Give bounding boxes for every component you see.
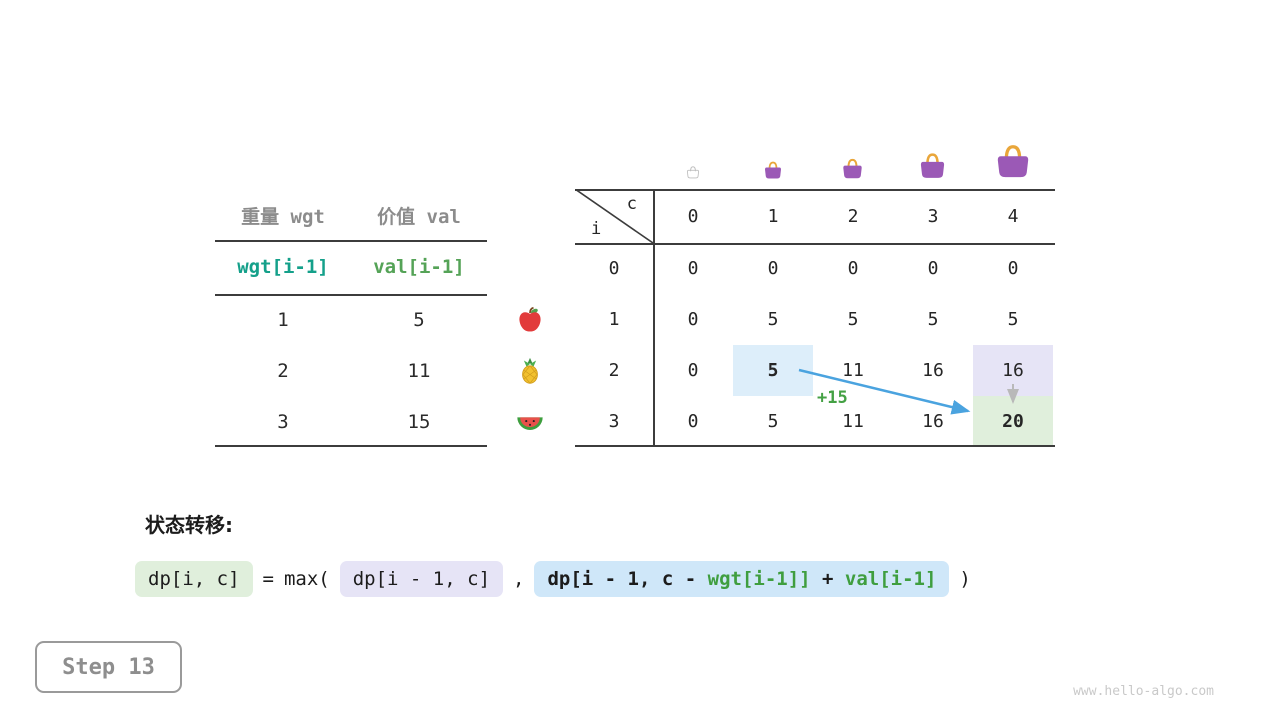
formula-term-take-val: val[i-1] (844, 568, 937, 590)
dp-cell: 5 (927, 309, 939, 330)
items-table-wgt-formula: wgt[i-1] (237, 256, 329, 278)
item-val-value: 11 (407, 359, 431, 382)
state-transition-label: 状态转移: (145, 513, 233, 537)
step-indicator: Step 13 (35, 641, 182, 693)
formula-max-open: max( (283, 568, 330, 590)
items-table-rule (215, 240, 487, 242)
dp-row-header: 2 (608, 360, 620, 381)
dp-table-rule (575, 243, 1055, 245)
dp-cell: 16 (922, 411, 944, 432)
dp-cell: 0 (687, 360, 699, 381)
dp-table-rule (575, 189, 1055, 191)
bag-icon-capacity-3 (920, 153, 945, 178)
dp-cell: 5 (847, 309, 859, 330)
formula-lhs: dp[i, c] (135, 561, 253, 597)
formula-term-take: dp[i - 1, c - wgt[i-1]] + val[i-1] (534, 561, 950, 597)
dp-cell-target-highlight: 20 (973, 396, 1053, 447)
step-indicator-label: Step 13 (62, 654, 155, 680)
formula-close-paren: ) (959, 568, 971, 590)
bag-icon-capacity-1 (765, 161, 781, 179)
item-wgt-value: 1 (277, 308, 289, 331)
bag-icon-capacity-0 (686, 166, 700, 179)
item-wgt-value: 2 (277, 359, 289, 382)
item-val-value: 15 (407, 410, 431, 433)
items-table-header-wgt: 重量 wgt (241, 205, 325, 228)
dp-col-header: 2 (847, 205, 859, 227)
dp-table-rule (575, 445, 1055, 447)
items-table-header-val: 价值 val (377, 205, 461, 228)
apple-icon (515, 294, 545, 345)
dp-cell: 16 (922, 360, 944, 381)
watermelon-icon (515, 396, 545, 447)
formula-comma: , (513, 568, 525, 590)
dp-cell: 0 (767, 258, 779, 279)
dp-cell: 0 (1007, 258, 1019, 279)
dp-col-variable: c (626, 194, 637, 214)
dp-col-header: 4 (1007, 205, 1019, 227)
item-icons-column (515, 294, 545, 447)
dp-cell: 5 (767, 309, 779, 330)
dp-cell: 0 (927, 258, 939, 279)
dp-table: c i 0 1 2 3 4 0 0 0 0 0 0 1 0 5 5 5 5 2 … (575, 189, 1055, 447)
dp-cell: 0 (687, 309, 699, 330)
dp-cell: 11 (842, 411, 864, 432)
items-table-rule (215, 445, 487, 447)
item-val-value: 5 (413, 308, 425, 331)
dp-row-header: 3 (608, 411, 620, 432)
dp-cell: 0 (687, 411, 699, 432)
dp-table-corner: c i (575, 189, 653, 243)
pineapple-icon (515, 345, 545, 396)
formula-term-take-prefix: dp[i - 1, c - (547, 568, 708, 590)
dp-row-variable: i (591, 219, 602, 239)
dp-row-header: 1 (608, 309, 620, 330)
dp-cell: 0 (687, 258, 699, 279)
item-wgt-value: 3 (277, 410, 289, 433)
dp-col-header: 3 (927, 205, 939, 227)
value-added-annotation: +15 (817, 388, 848, 408)
formula-equals: = (262, 568, 274, 590)
items-table: 重量 wgt 价值 val wgt[i-1] val[i-1] 1 5 2 11… (215, 190, 487, 447)
dp-row-header: 0 (608, 258, 620, 279)
watermark: www.hello-algo.com (1073, 684, 1214, 699)
formula-term-take-plus: + (810, 568, 845, 590)
bag-icon-capacity-4 (997, 145, 1029, 178)
dp-cell-source-highlight: 5 (733, 345, 813, 396)
dp-cell: 5 (767, 411, 779, 432)
corner-diagonal-line (575, 189, 653, 243)
formula-term-take-wgt: wgt[i-1]] (707, 568, 811, 590)
dp-col-header: 1 (767, 205, 779, 227)
items-table-rule (215, 294, 487, 296)
dp-cell: 0 (847, 258, 859, 279)
dp-col-header: 0 (687, 205, 699, 227)
formula-term-skip: dp[i - 1, c] (339, 561, 504, 597)
dp-table-rule (653, 189, 655, 447)
state-transition-formula: dp[i, c] = max( dp[i - 1, c] , dp[i - 1,… (135, 561, 971, 597)
items-table-val-formula: val[i-1] (373, 256, 465, 278)
dp-cell-above-highlight: 16 (973, 345, 1053, 396)
bag-icon-capacity-2 (843, 158, 862, 179)
dp-cell: 5 (1007, 309, 1019, 330)
